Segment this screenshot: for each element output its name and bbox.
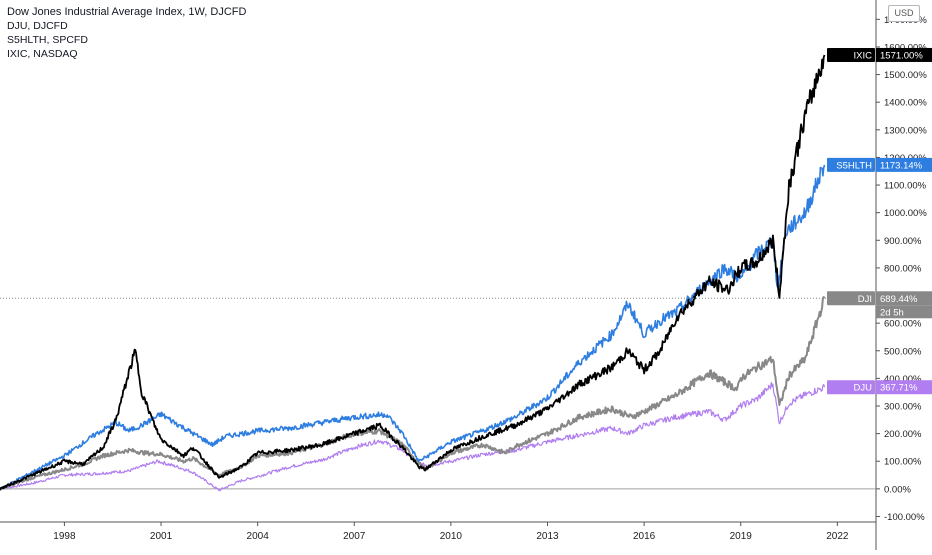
series-value-bg-s5hlth [876, 157, 932, 172]
series-tag-dji [827, 291, 875, 306]
y-tick-label: 400.00% [884, 374, 922, 385]
x-tick-label: 2004 [247, 531, 270, 542]
y-tick-label: 300.00% [884, 402, 922, 413]
x-tick-label: 2010 [440, 531, 463, 542]
y-tick-label: 1600.00% [884, 42, 927, 53]
y-tick-label: 1000.00% [884, 208, 927, 219]
series-value-label-dju: 367.71% [880, 383, 918, 394]
series-tag-label-dji: DJI [858, 294, 872, 305]
series-value-bg-dju [876, 380, 932, 395]
series-tag-label-dju: DJU [854, 383, 873, 394]
legend-item-dju[interactable]: DJU, DJCFD [7, 20, 68, 32]
series-tag-dju [827, 380, 875, 395]
legend-item-s5hlth[interactable]: S5HLTH, SPCFD [7, 34, 88, 46]
series-tag-ixic [827, 47, 875, 62]
series-value-label-ixic: 1571.00% [880, 50, 923, 61]
y-tick-label: 0.00% [884, 484, 911, 495]
y-tick-label: 600.00% [884, 319, 922, 330]
series-extra-label-dji: 2d 5h [880, 307, 904, 318]
series-value-label-dji: 689.44% [880, 294, 918, 305]
x-tick-label: 2016 [633, 531, 656, 542]
series-line-dju [0, 381, 826, 492]
legend-main-symbol[interactable]: Dow Jones Industrial Average Index, 1W, … [7, 6, 247, 18]
series-value-label-s5hlth: 1173.14% [880, 160, 923, 171]
series-line-s5hlth [0, 164, 826, 491]
y-tick-label: 500.00% [884, 346, 922, 357]
series-value-bg-ixic [876, 47, 932, 62]
series-value-bg-dji [876, 291, 932, 306]
series-extra-bg-dji [876, 305, 932, 319]
y-tick-label: 900.00% [884, 236, 922, 247]
legend-item-ixic[interactable]: IXIC, NASDAQ [7, 48, 78, 60]
y-tick-label: 100.00% [884, 457, 922, 468]
x-tick-label: 1998 [53, 531, 76, 542]
x-tick-label: 2001 [150, 531, 173, 542]
y-tick-label: 1400.00% [884, 98, 927, 109]
x-tick-label: 2019 [730, 531, 753, 542]
y-tick-label: 1500.00% [884, 70, 927, 81]
series-line-ixic [0, 54, 826, 491]
currency-button[interactable]: USD [888, 5, 920, 22]
y-tick-label: 200.00% [884, 429, 922, 440]
y-tick-label: -100.00% [884, 512, 925, 523]
series-tag-s5hlth [827, 157, 875, 172]
x-tick-label: 2022 [826, 531, 849, 542]
x-tick-label: 2013 [536, 531, 559, 542]
x-tick-label: 2007 [343, 531, 366, 542]
y-tick-label: 800.00% [884, 263, 922, 274]
series-tag-label-s5hlth: S5HLTH [836, 160, 872, 171]
chart-legend: Dow Jones Industrial Average Index, 1W, … [7, 5, 246, 61]
series-tag-label-ixic: IXIC [854, 50, 873, 61]
y-tick-label: 1300.00% [884, 125, 927, 136]
series-line-dji [0, 296, 826, 491]
y-tick-label: 1100.00% [884, 181, 927, 192]
